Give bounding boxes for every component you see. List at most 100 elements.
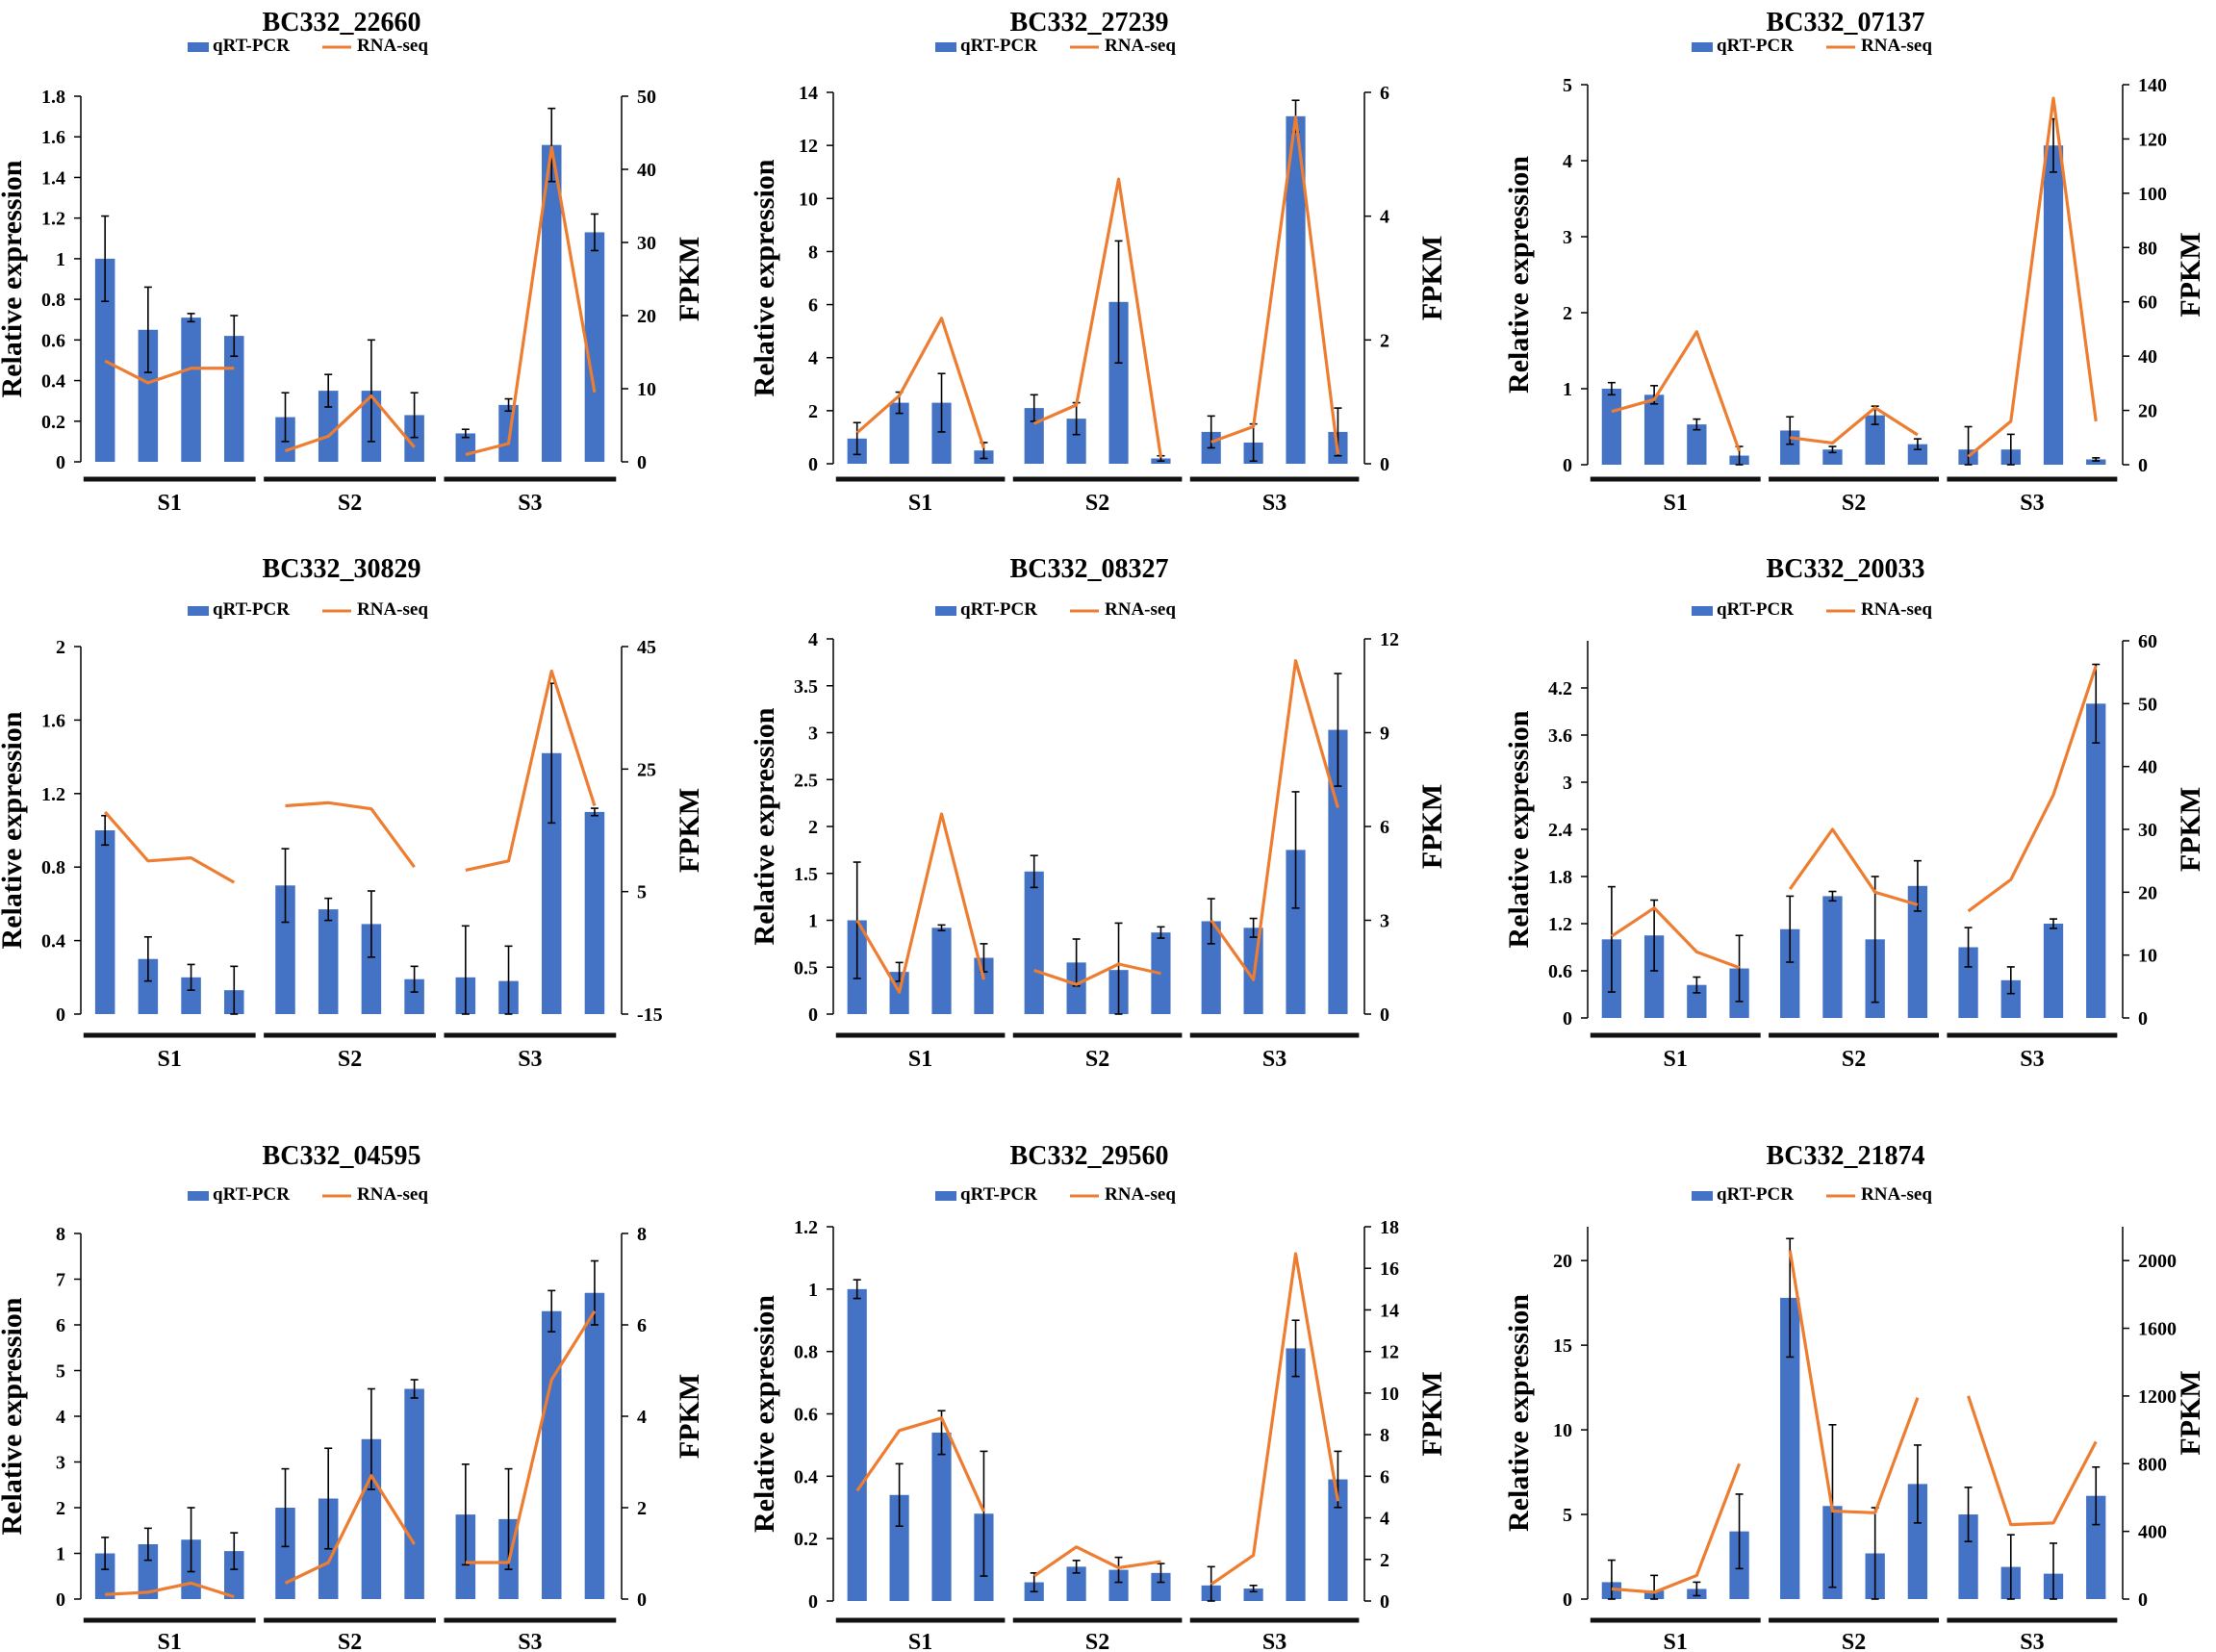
line-rna-seq (465, 1309, 597, 1564)
group-label: S3 (2020, 1630, 2044, 1652)
left-tick-label: 14 (799, 83, 818, 104)
legend-label-rna-seq: RNA-seq (1861, 599, 1932, 620)
left-tick-label: 15 (1553, 1335, 1572, 1357)
right-tick-label: 30 (2138, 820, 2157, 841)
right-tick-label: 10 (2138, 946, 2157, 967)
right-tick-label: 0 (2138, 1589, 2148, 1611)
right-tick-label: 14 (1380, 1300, 1399, 1321)
right-tick-label: 5 (637, 882, 647, 903)
bar-qrt-pcr (931, 1432, 952, 1601)
y-axis-label: Relative expression (1503, 156, 1535, 394)
group-label: S1 (908, 491, 932, 516)
right-tick-label: 60 (2138, 631, 2157, 652)
legend-label-qrt-pcr: qRT-PCR (1717, 1184, 1794, 1205)
group-label: S1 (158, 1630, 182, 1652)
left-tick-label: 0 (1563, 455, 1572, 476)
left-tick-label: 6 (808, 295, 818, 317)
line-rna-seq (1967, 96, 2098, 458)
left-tick-label: 10 (799, 189, 818, 210)
right-tick-label: 6 (637, 1315, 647, 1336)
legend-label-rna-seq: RNA-seq (1861, 1184, 1932, 1205)
right-tick-label: 20 (2138, 882, 2157, 903)
bar-qrt-pcr (584, 232, 605, 462)
legend-label-qrt-pcr: qRT-PCR (213, 36, 290, 56)
legend-label-rna-seq: RNA-seq (357, 599, 428, 620)
right-tick-label: 12 (1380, 629, 1399, 650)
bar-qrt-pcr (1066, 419, 1086, 464)
left-tick-label: 1.6 (41, 127, 65, 148)
legend-label-rna-seq: RNA-seq (1861, 36, 1932, 56)
legend-swatch-bar (935, 606, 956, 616)
left-tick-label: 7 (56, 1270, 65, 1291)
left-tick-label: 4 (808, 629, 818, 650)
bar-qrt-pcr (318, 391, 339, 462)
left-tick-label: 5 (1563, 1505, 1572, 1526)
left-tick-label: 1.8 (41, 87, 65, 108)
right-tick-label: 100 (2138, 184, 2167, 205)
left-tick-label: 1.2 (41, 209, 65, 230)
left-tick-label: 4.2 (1548, 678, 1572, 699)
right-tick-label: 12 (1380, 1342, 1399, 1363)
bar-qrt-pcr (1328, 729, 1348, 1014)
y2-axis-label: FPKM (2175, 232, 2206, 317)
y-axis-label: Relative expression (1503, 710, 1535, 948)
bar-qrt-pcr (138, 1544, 159, 1599)
bar-qrt-pcr (275, 1508, 295, 1599)
left-tick-label: 0 (1563, 1008, 1572, 1029)
group-label: S2 (338, 491, 362, 516)
line-rna-seq (104, 359, 235, 385)
line-rna-seq (1790, 406, 1919, 445)
chart-title: BC332_04595 (263, 1141, 421, 1171)
right-tick-label: 16 (1380, 1258, 1399, 1280)
bar-qrt-pcr (931, 402, 952, 464)
group-label: S1 (1664, 1047, 1688, 1072)
left-tick-label: 1.2 (41, 784, 65, 805)
left-tick-label: 0.6 (41, 330, 65, 351)
bar-qrt-pcr (94, 830, 115, 1014)
legend-label-rna-seq: RNA-seq (1105, 36, 1176, 56)
right-tick-label: 50 (2138, 694, 2157, 715)
left-tick-label: 0 (56, 452, 65, 473)
group-label: S2 (1085, 1047, 1109, 1072)
right-tick-label: 50 (637, 87, 656, 108)
right-tick-label: 0 (1380, 1591, 1389, 1613)
right-tick-label: 60 (2138, 292, 2157, 314)
bar-qrt-pcr (1780, 928, 1800, 1018)
right-tick-label: 6 (1380, 817, 1389, 838)
left-tick-label: 8 (56, 1224, 65, 1245)
legend-label-qrt-pcr: qRT-PCR (960, 599, 1037, 620)
left-tick-label: 0 (808, 1591, 818, 1613)
bar-qrt-pcr (1907, 1484, 1928, 1599)
line-rna-seq (1788, 1250, 1920, 1514)
right-tick-label: 2 (1380, 1550, 1389, 1571)
group-label: S2 (1842, 491, 1866, 516)
bar-qrt-pcr (1780, 1297, 1800, 1599)
group-label: S1 (158, 1047, 182, 1072)
bar-qrt-pcr (361, 924, 382, 1014)
right-tick-label: 6 (1380, 83, 1389, 104)
right-tick-label: 80 (2138, 238, 2157, 259)
line-rna-seq (284, 394, 416, 453)
left-tick-label: 12 (799, 136, 818, 157)
left-tick-label: 20 (1553, 1251, 1572, 1272)
legend-label-qrt-pcr: qRT-PCR (960, 36, 1037, 56)
left-tick-label: 1.6 (41, 710, 65, 731)
right-tick-label: 30 (637, 233, 656, 254)
line-rna-seq (1611, 330, 1742, 452)
left-tick-label: 4 (1563, 151, 1572, 172)
left-tick-label: 10 (1553, 1420, 1572, 1441)
line-rna-seq (465, 145, 597, 456)
bar-qrt-pcr (361, 1438, 382, 1599)
line-rna-seq (855, 812, 985, 994)
left-tick-label: 1 (808, 1280, 818, 1301)
line-rna-seq (855, 317, 985, 449)
left-tick-label: 0.4 (41, 371, 65, 393)
right-tick-label: 4 (637, 1407, 647, 1428)
right-tick-label: 2 (1380, 330, 1389, 351)
left-tick-label: 2 (56, 637, 65, 658)
legend-label-qrt-pcr: qRT-PCR (960, 1184, 1037, 1205)
left-tick-label: 0 (808, 454, 818, 475)
bar-qrt-pcr (1643, 935, 1665, 1018)
